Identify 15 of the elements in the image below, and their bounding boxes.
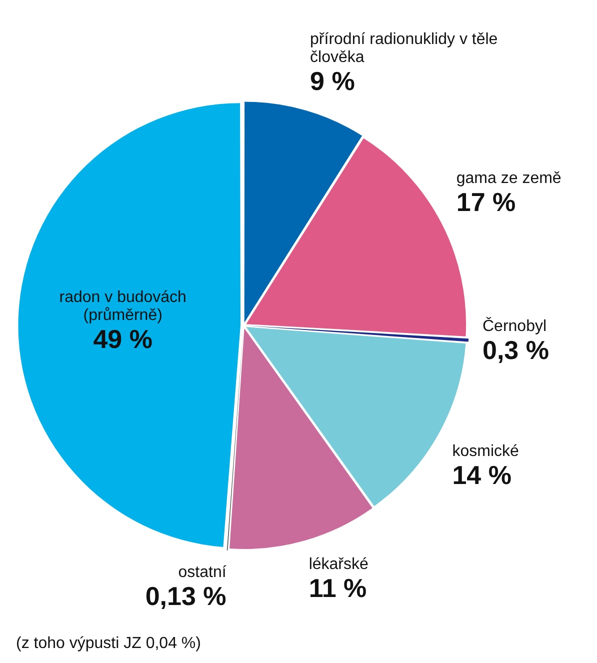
data-label: 9 % xyxy=(310,66,356,96)
data-label: 0,3 % xyxy=(482,335,549,366)
text: (z toho výpusti JZ 0,04 %) xyxy=(16,635,201,653)
slice-label: ostatní xyxy=(177,564,226,582)
data-label: 14 % xyxy=(452,460,512,490)
slice-label: kosmické xyxy=(452,442,519,461)
slice-label: lékařské xyxy=(308,556,368,574)
slice-label: radon v budovách (průměrně) xyxy=(58,288,188,325)
slice-label: gama ze země xyxy=(456,170,562,188)
data-label: 49 % xyxy=(92,324,154,354)
slice-label: Černobyl xyxy=(482,318,548,336)
data-label: 0,13 % xyxy=(145,581,226,612)
data-label: 17 % xyxy=(456,186,517,217)
slice-label: přírodní radionuklidy v těle člověka xyxy=(310,31,499,68)
data-label: 11 % xyxy=(308,572,368,603)
